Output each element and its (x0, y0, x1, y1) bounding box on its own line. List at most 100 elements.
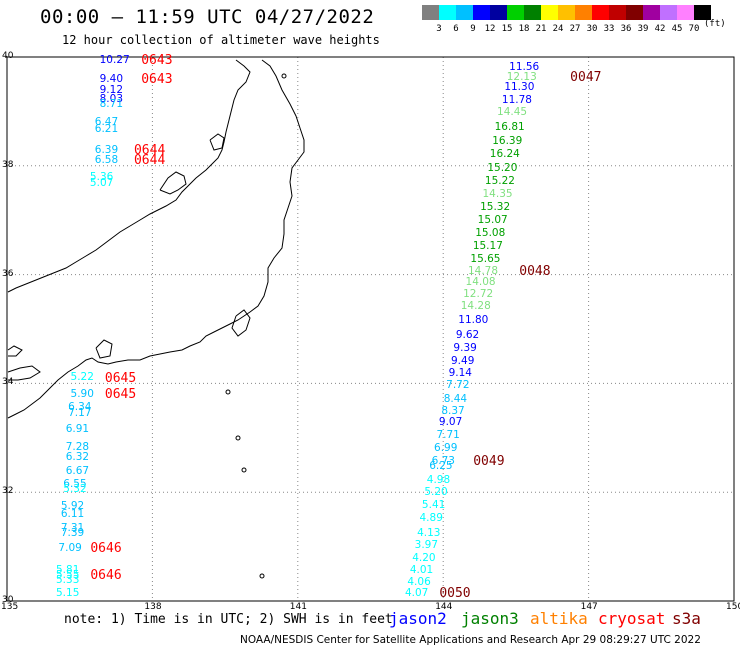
wave-height-value: 7.09 (58, 541, 82, 554)
wave-height-value: 15.07 (477, 214, 508, 227)
wave-height-value: 7.31 (60, 522, 85, 535)
wave-height-value: 5.36 (89, 171, 114, 184)
wave-height-value: 9.07 (438, 416, 463, 429)
chart-title: 00:00 — 11:59 UTC 04/27/2022 (40, 6, 375, 28)
lat-tick-label: 32 (2, 486, 14, 497)
wave-height-value: 4.13 (417, 526, 441, 539)
colorbar-swatch (507, 5, 524, 20)
wave-height-value: 6.39 (94, 144, 119, 157)
wave-height-value: 5.55 (56, 568, 80, 581)
credit-line: NOAA/NESDIS Center for Satellite Applica… (240, 634, 701, 646)
colorbar-swatch (541, 5, 558, 20)
wave-height-value: 8.71 (99, 97, 124, 110)
colorbar-swatch (490, 5, 507, 20)
wave-height-value: 5.22 (70, 370, 94, 383)
colorbar-swatch (660, 5, 677, 20)
pass-time-label: 0048 (519, 263, 551, 279)
colorbar-label: 24 (552, 24, 564, 34)
pass-time-label: 0644 (133, 143, 166, 159)
wave-height-value: 11.80 (458, 314, 489, 327)
wave-height-value: 7.17 (68, 407, 92, 420)
colorbar-swatch (473, 5, 490, 20)
wave-height-value: 7.28 (65, 441, 90, 454)
pass-time-label: 0643 (141, 71, 173, 87)
wave-height-value: 12.72 (463, 288, 494, 301)
wave-height-value: 15.22 (484, 175, 515, 188)
wave-height-value: 6.67 (65, 464, 90, 477)
wave-height-value: 10.27 (99, 53, 130, 66)
colorbar-label: 30 (586, 24, 598, 34)
wave-height-value: 4.98 (426, 474, 451, 487)
pass-time-label: 0049 (473, 453, 505, 469)
colorbar-swatch (643, 5, 660, 20)
wave-height-value: 9.14 (448, 366, 472, 379)
lat-lon-grid (6, 56, 735, 602)
lat-tick-label: 30 (2, 595, 14, 605)
lon-tick-label: 135 (1, 602, 19, 612)
wave-height-value: 16.81 (494, 120, 525, 133)
wave-height-value: 6.25 (429, 460, 453, 473)
colorbar-swatch (677, 5, 694, 20)
colorbar-label: 9 (470, 24, 476, 34)
colorbar-swatch (439, 5, 456, 20)
wave-height-value: 15.17 (472, 239, 503, 252)
wave-height-value: 6.21 (94, 122, 119, 135)
colorbar-label: 12 (484, 24, 496, 34)
colorbar-unit: (ft) (704, 19, 726, 29)
colorbar-label: 27 (569, 24, 581, 34)
colorbar-label: 18 (518, 24, 530, 34)
colorbar-swatch (422, 5, 439, 20)
pass-time-label: 0645 (104, 386, 137, 402)
wave-height-value: 6.11 (60, 508, 85, 521)
units-note: note: 1) Time is in UTC; 2) SWH is in fe… (64, 612, 393, 627)
wave-height-value: 15.20 (487, 161, 518, 174)
wave-height-value: 11.56 (509, 60, 540, 73)
colorbar-label: 70 (688, 24, 700, 34)
wave-height-value: 16.24 (489, 147, 520, 160)
pass-time-label: 0644 (133, 152, 166, 168)
wave-height-value: 15.08 (475, 226, 506, 239)
satellite-jason3-label: jason3 (461, 609, 519, 628)
wave-height-value: 7.72 (446, 378, 470, 391)
colorbar-swatch (558, 5, 575, 20)
map-frame (6, 56, 735, 602)
colorbar-swatch (694, 5, 711, 20)
wave-height-value: 14.78 (467, 264, 499, 277)
wave-height-value: 5.90 (70, 387, 94, 400)
lon-tick-label: 150 (726, 602, 740, 612)
wave-height-value: 7.39 (60, 527, 85, 540)
wave-height-value: 5.33 (56, 573, 80, 586)
colorbar-swatch (592, 5, 609, 20)
wave-height-value: 14.28 (460, 299, 491, 312)
lat-tick-label: 36 (2, 268, 14, 279)
satellite-cryosat-label: cryosat (598, 609, 666, 628)
lat-tick-label: 40 (2, 51, 14, 61)
wave-height-value: 6.73 (431, 454, 455, 467)
wave-height-value: 5.20 (424, 486, 448, 499)
pass-time-label: 0646 (90, 567, 122, 583)
lon-tick-label: 141 (289, 602, 307, 612)
wave-height-value: 14.08 (465, 276, 496, 289)
colorbar-swatch (626, 5, 643, 20)
wave-height-value: 16.39 (492, 134, 523, 147)
wave-height-value: 6.58 (94, 153, 119, 166)
colorbar-label: 36 (620, 24, 632, 34)
wave-height-value: 15.65 (470, 252, 501, 265)
satellite-s3a-label: s3a (672, 609, 701, 628)
wave-height-value: 15.32 (480, 201, 511, 214)
wave-height-value: 5.32 (63, 483, 87, 496)
wave-height-value: 14.45 (497, 106, 528, 119)
lat-tick-label: 38 (2, 159, 14, 170)
wave-height-value: 6.55 (63, 478, 87, 491)
wave-height-value: 8.03 (99, 92, 124, 105)
wave-height-value: 9.39 (453, 341, 477, 354)
colorbar-swatch (456, 5, 473, 20)
colorbar-label: 15 (501, 24, 513, 34)
satellite-jason2-label: jason2 (389, 609, 447, 628)
wave-height-value: 8.44 (443, 392, 468, 405)
wave-height-value: 5.81 (56, 563, 80, 576)
wave-height-value: 4.07 (404, 587, 429, 600)
wave-height-value: 11.78 (501, 93, 532, 106)
